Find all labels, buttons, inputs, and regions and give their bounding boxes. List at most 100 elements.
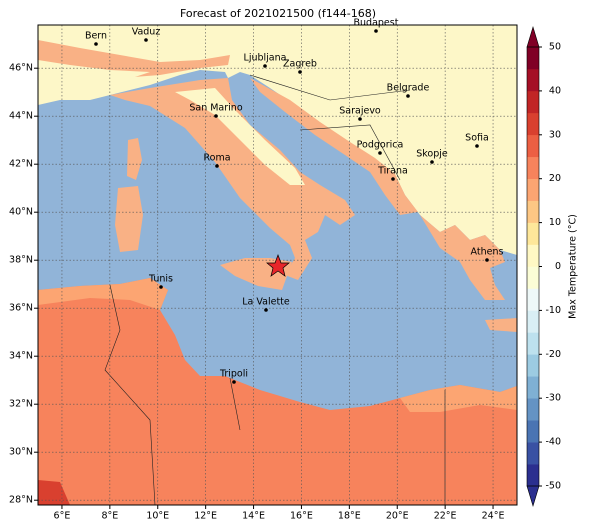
- city-dot: [374, 29, 378, 33]
- city-dot: [159, 285, 163, 289]
- x-tick-label: 20°E: [386, 511, 409, 522]
- colorbar-tick-label: 10: [549, 217, 561, 228]
- city-dot: [298, 70, 302, 74]
- city-label: Tunis: [148, 274, 173, 285]
- colorbar-tick-label: 0: [555, 261, 561, 272]
- colorbar-tick-label: 40: [549, 85, 561, 96]
- y-tick-label: 42°N: [9, 159, 33, 170]
- land-italy: [110, 78, 355, 280]
- colorbar-bin: [527, 442, 539, 465]
- city-label: Skopje: [416, 149, 448, 160]
- land-tunisia-coast: [38, 278, 168, 310]
- colorbar-bin: [527, 288, 539, 311]
- x-tick-label: 6°E: [54, 511, 71, 522]
- x-tick-label: 8°E: [101, 511, 118, 522]
- colorbar-bin: [527, 244, 539, 267]
- colorbar-bin: [527, 134, 539, 158]
- city-dot: [215, 164, 219, 168]
- land-sardinia: [115, 186, 143, 252]
- city-label: Vaduz: [132, 27, 161, 38]
- colorbar-extend-bottom: [526, 485, 540, 508]
- city-dot: [475, 144, 479, 148]
- city-label: Zagreb: [283, 59, 317, 70]
- x-tick-label: 12°E: [194, 511, 217, 522]
- x-tick-label: 24°E: [482, 511, 505, 522]
- y-tick-label: 44°N: [9, 111, 33, 122]
- x-tick-label: 10°E: [146, 511, 169, 522]
- colorbar-bin: [527, 200, 539, 223]
- city-dot: [406, 94, 410, 98]
- city-label: Bern: [85, 31, 107, 42]
- colorbar-tick-label: -30: [545, 393, 561, 404]
- chart-title: Forecast of 2021021500 (f144-168): [180, 7, 376, 20]
- land-africa: [38, 278, 517, 505]
- land-crete: [485, 318, 517, 332]
- land-apennines: [175, 88, 305, 185]
- forecast-point: [266, 254, 290, 277]
- colorbar-bin: [527, 332, 539, 355]
- y-tick-label: 40°N: [9, 207, 33, 218]
- city-dot: [214, 114, 218, 118]
- colorbar-tick-label: 50: [549, 42, 561, 53]
- city-dot: [430, 160, 434, 164]
- y-tick-label: 30°N: [9, 447, 33, 458]
- colorbar-bin: [527, 376, 539, 399]
- land-egypt-coast: [400, 385, 517, 412]
- y-tick-label: 46°N: [9, 63, 33, 74]
- city-label: Belgrade: [387, 83, 430, 94]
- land-balkan-coast: [250, 78, 418, 215]
- colorbar: -50 -40 -30 -20 -10 0 10 20 30 40 50 Max Temperatur…: [526, 25, 579, 508]
- city-label: Athens: [471, 247, 504, 258]
- colorbar-bin: [527, 420, 539, 443]
- colorbar-bin: [527, 156, 539, 179]
- colorbar-bin: [527, 310, 539, 333]
- city-label: La Valette: [242, 297, 290, 308]
- city-dot: [378, 151, 382, 155]
- colorbar-bin: [527, 47, 539, 70]
- city-label: Tripoli: [219, 369, 248, 380]
- colorbar-bin: [527, 354, 539, 377]
- grid: 6°E 8°E 10°E 12°E 14°E 16°E 18°E 20°E 22°E 24°E 28…: [9, 25, 517, 522]
- city-dot: [94, 42, 98, 46]
- colorbar-tick-label: -10: [545, 305, 561, 316]
- city-dot: [263, 64, 267, 68]
- colorbar-tick-label: -40: [545, 437, 561, 448]
- colorbar-bin: [527, 112, 539, 136]
- land-greece: [420, 215, 505, 300]
- colorbar-bin: [527, 68, 539, 92]
- colorbar-bin: [527, 398, 539, 421]
- y-tick-label: 38°N: [9, 255, 33, 266]
- land-cool: [38, 60, 150, 95]
- colorbar-bin: [527, 178, 539, 201]
- city-label: Roma: [203, 153, 230, 164]
- colorbar-tick-label: -50: [545, 481, 561, 492]
- city-dot: [144, 38, 148, 42]
- y-tick-label: 32°N: [9, 399, 33, 410]
- y-tick-label: 36°N: [9, 303, 33, 314]
- colorbar-label: Max Temperature (°C): [568, 214, 579, 319]
- x-tick-label: 22°E: [434, 511, 457, 522]
- city-label: Sarajevo: [339, 106, 381, 117]
- city-dot: [358, 117, 362, 121]
- colorbar-tick-label: 20: [549, 173, 561, 184]
- city-dot: [264, 308, 268, 312]
- city-label: Tirana: [377, 166, 408, 177]
- city-label: Ljubljana: [244, 53, 287, 64]
- x-tick-label: 14°E: [242, 511, 265, 522]
- x-tick-label: 16°E: [290, 511, 313, 522]
- city-label: Budapest: [354, 18, 399, 29]
- city-dot: [232, 380, 236, 384]
- colorbar-tick-label: -20: [545, 349, 561, 360]
- colorbar-extend-top: [526, 25, 540, 48]
- colorbar-bin: [527, 266, 539, 289]
- x-tick-label: 18°E: [338, 511, 361, 522]
- city-dot: [485, 258, 489, 262]
- y-tick-label: 34°N: [9, 351, 33, 362]
- city-label: Podgorica: [357, 140, 404, 151]
- colorbar-bin: [527, 90, 539, 114]
- colorbar-tick-label: 30: [549, 129, 561, 140]
- city-dot: [391, 177, 395, 181]
- colorbar-bin: [527, 222, 539, 245]
